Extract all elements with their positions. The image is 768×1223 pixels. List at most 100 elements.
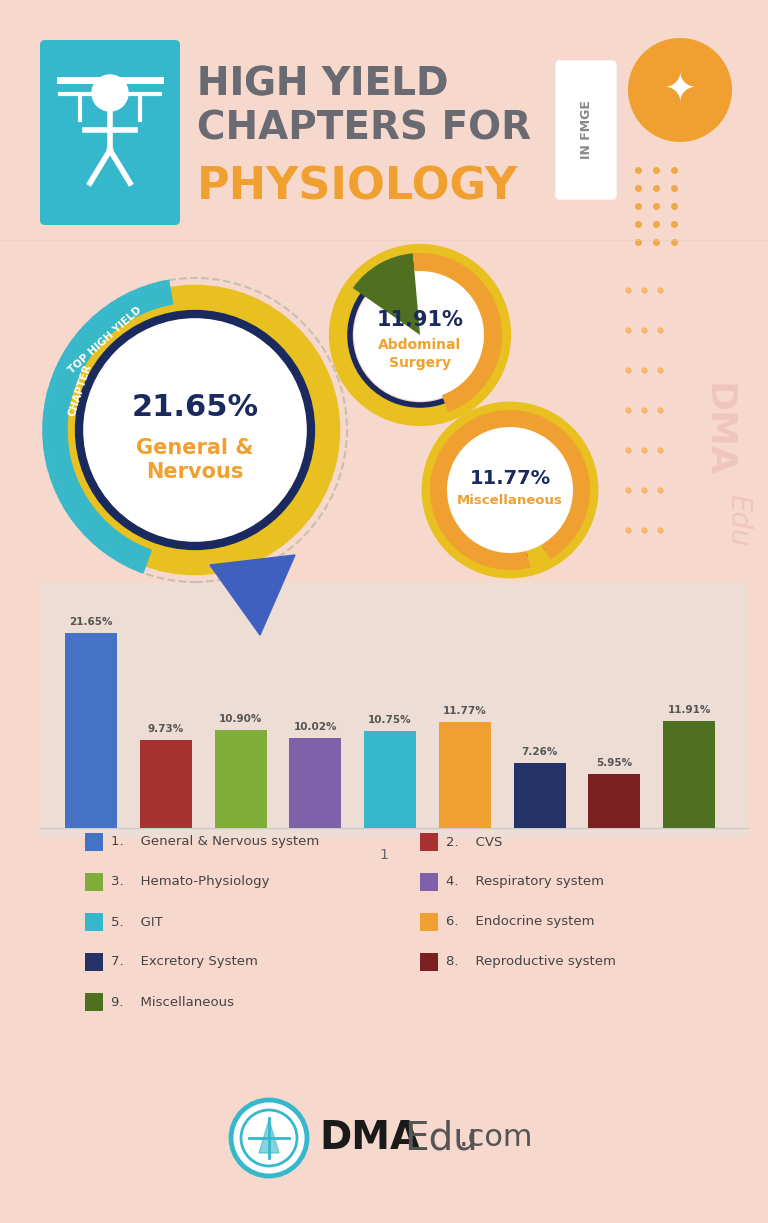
Text: 8.    Reproductive system: 8. Reproductive system <box>446 955 616 969</box>
Text: 1: 1 <box>379 848 389 862</box>
Polygon shape <box>84 519 104 537</box>
Polygon shape <box>70 503 91 520</box>
Text: 10.75%: 10.75% <box>369 715 412 725</box>
Bar <box>439 722 491 828</box>
Text: 11.91%: 11.91% <box>667 704 711 714</box>
Polygon shape <box>104 533 121 554</box>
Polygon shape <box>76 510 97 527</box>
Text: 10.02%: 10.02% <box>293 722 337 731</box>
Polygon shape <box>102 308 119 329</box>
Text: PHYSIOLOGY: PHYSIOLOGY <box>197 165 518 208</box>
Polygon shape <box>66 498 88 514</box>
Text: DMA: DMA <box>701 383 735 477</box>
Polygon shape <box>65 495 87 511</box>
Wedge shape <box>430 410 590 570</box>
Text: HIGH YIELD: HIGH YIELD <box>197 65 449 103</box>
Text: 11.77%: 11.77% <box>469 468 551 488</box>
Polygon shape <box>124 543 138 566</box>
Polygon shape <box>50 383 74 393</box>
Circle shape <box>92 75 128 111</box>
Polygon shape <box>53 373 76 385</box>
Text: 3.    Hemato-Physiology: 3. Hemato-Physiology <box>111 876 270 888</box>
Polygon shape <box>111 536 126 558</box>
Text: 1.    General & Nervous system: 1. General & Nervous system <box>111 835 319 849</box>
Text: DMA: DMA <box>319 1119 420 1157</box>
Polygon shape <box>68 500 90 516</box>
Polygon shape <box>131 291 143 314</box>
Polygon shape <box>82 516 102 534</box>
Polygon shape <box>134 290 146 313</box>
Polygon shape <box>57 483 80 497</box>
Bar <box>420 833 438 851</box>
Polygon shape <box>72 505 93 522</box>
Polygon shape <box>118 297 133 319</box>
Polygon shape <box>97 312 114 333</box>
Text: 21.65%: 21.65% <box>131 394 259 422</box>
Polygon shape <box>140 287 151 311</box>
Bar <box>85 873 103 892</box>
Bar <box>420 873 438 892</box>
Polygon shape <box>48 465 73 475</box>
Polygon shape <box>58 486 81 499</box>
Bar <box>664 720 715 828</box>
Polygon shape <box>45 405 68 412</box>
Polygon shape <box>87 320 106 340</box>
Polygon shape <box>108 303 124 325</box>
Bar <box>364 731 416 828</box>
Polygon shape <box>51 377 75 388</box>
Circle shape <box>628 38 732 142</box>
Polygon shape <box>156 283 164 307</box>
Polygon shape <box>51 470 74 481</box>
Polygon shape <box>74 335 94 352</box>
Bar <box>140 740 192 828</box>
Polygon shape <box>43 434 67 439</box>
Polygon shape <box>76 333 97 351</box>
Polygon shape <box>65 350 87 364</box>
Polygon shape <box>143 286 154 309</box>
Polygon shape <box>113 538 128 560</box>
Polygon shape <box>159 281 167 306</box>
Text: 7.    Excretory System: 7. Excretory System <box>111 955 258 969</box>
Polygon shape <box>108 534 124 556</box>
Polygon shape <box>51 473 75 484</box>
Polygon shape <box>97 528 114 548</box>
Text: 9.73%: 9.73% <box>147 724 184 735</box>
Text: Edu: Edu <box>724 494 752 547</box>
Polygon shape <box>87 520 106 539</box>
Polygon shape <box>113 301 128 323</box>
Polygon shape <box>127 544 141 567</box>
Polygon shape <box>60 488 82 503</box>
Bar <box>588 774 641 828</box>
Polygon shape <box>45 399 70 406</box>
Polygon shape <box>55 481 78 493</box>
Polygon shape <box>81 514 101 532</box>
Text: TOP HIGH YIELD: TOP HIGH YIELD <box>67 305 144 375</box>
Polygon shape <box>44 445 68 451</box>
Text: HIGH YIELD: HIGH YIELD <box>197 65 449 103</box>
FancyBboxPatch shape <box>556 61 616 199</box>
Polygon shape <box>51 379 74 390</box>
Polygon shape <box>48 462 72 471</box>
Text: 10.90%: 10.90% <box>219 714 262 724</box>
Circle shape <box>446 426 574 554</box>
Polygon shape <box>74 508 94 525</box>
Polygon shape <box>78 512 98 530</box>
Wedge shape <box>413 253 502 412</box>
Text: Surgery: Surgery <box>389 356 451 371</box>
Circle shape <box>231 1099 307 1177</box>
Polygon shape <box>60 358 82 372</box>
Bar <box>214 730 266 828</box>
Polygon shape <box>48 385 73 395</box>
Polygon shape <box>43 437 68 442</box>
Polygon shape <box>149 284 159 308</box>
Text: 11.91%: 11.91% <box>376 309 463 330</box>
Polygon shape <box>43 428 67 432</box>
Polygon shape <box>45 402 69 408</box>
Polygon shape <box>57 364 80 377</box>
Polygon shape <box>78 330 98 349</box>
Polygon shape <box>127 292 141 316</box>
Polygon shape <box>94 526 112 547</box>
Polygon shape <box>146 285 157 309</box>
Text: 21.65%: 21.65% <box>69 618 113 627</box>
Wedge shape <box>353 253 420 335</box>
